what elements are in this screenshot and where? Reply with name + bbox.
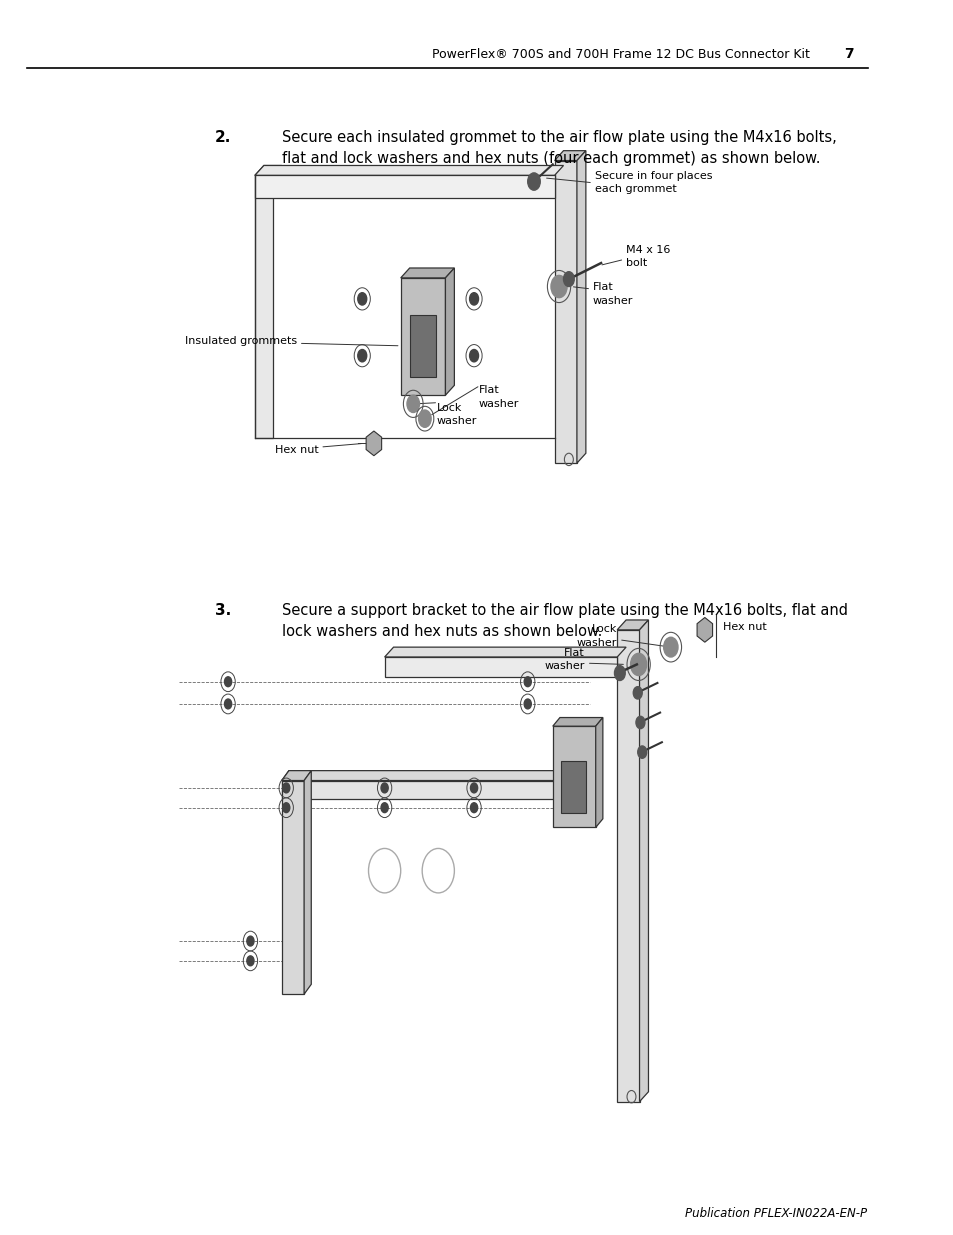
- Text: Hex nut: Hex nut: [274, 445, 318, 454]
- Circle shape: [663, 637, 678, 657]
- Polygon shape: [617, 630, 639, 1102]
- Circle shape: [637, 746, 646, 758]
- Circle shape: [357, 293, 366, 305]
- Circle shape: [630, 653, 646, 676]
- Text: Flat
washer: Flat washer: [544, 648, 584, 671]
- Circle shape: [470, 783, 477, 793]
- Circle shape: [247, 956, 253, 966]
- Text: Lock
washer: Lock washer: [577, 625, 617, 647]
- Polygon shape: [254, 165, 281, 175]
- Circle shape: [563, 272, 574, 287]
- Polygon shape: [552, 718, 602, 726]
- Circle shape: [357, 350, 366, 362]
- Circle shape: [224, 699, 232, 709]
- Polygon shape: [445, 268, 454, 395]
- Polygon shape: [554, 161, 577, 463]
- Text: Secure a support bracket to the air flow plate using the M4x16 bolts, flat and
l: Secure a support bracket to the air flow…: [281, 603, 847, 638]
- Text: Secure each insulated grommet to the air flow plate using the M4x16 bolts,
flat : Secure each insulated grommet to the air…: [281, 130, 836, 165]
- Polygon shape: [254, 165, 563, 175]
- Polygon shape: [400, 278, 445, 395]
- Circle shape: [614, 666, 624, 680]
- Circle shape: [636, 716, 644, 729]
- Polygon shape: [281, 771, 597, 781]
- Circle shape: [633, 687, 641, 699]
- Polygon shape: [281, 781, 590, 799]
- Polygon shape: [617, 620, 648, 630]
- Polygon shape: [554, 151, 585, 161]
- Polygon shape: [254, 175, 554, 198]
- Text: Publication PFLEX-IN022A-EN-P: Publication PFLEX-IN022A-EN-P: [685, 1207, 866, 1220]
- Circle shape: [380, 803, 388, 813]
- Circle shape: [523, 677, 531, 687]
- Circle shape: [470, 803, 477, 813]
- Text: Flat
washer: Flat washer: [593, 283, 633, 305]
- Polygon shape: [577, 151, 585, 463]
- Text: Secure in four places
each grommet: Secure in four places each grommet: [594, 172, 712, 194]
- Polygon shape: [595, 718, 602, 827]
- Circle shape: [469, 293, 478, 305]
- Bar: [560, 761, 585, 813]
- Polygon shape: [384, 657, 617, 677]
- Circle shape: [224, 677, 232, 687]
- Text: PowerFlex® 700S and 700H Frame 12 DC Bus Connector Kit: PowerFlex® 700S and 700H Frame 12 DC Bus…: [431, 47, 809, 61]
- Polygon shape: [281, 771, 311, 781]
- Circle shape: [523, 699, 531, 709]
- Text: 2.: 2.: [214, 130, 231, 144]
- Polygon shape: [366, 431, 381, 456]
- Circle shape: [380, 783, 388, 793]
- Text: Flat
washer: Flat washer: [478, 385, 518, 409]
- Polygon shape: [697, 618, 712, 642]
- Polygon shape: [400, 268, 454, 278]
- Polygon shape: [639, 620, 648, 1102]
- Text: Lock
washer: Lock washer: [436, 403, 476, 426]
- Polygon shape: [281, 781, 304, 994]
- Circle shape: [282, 783, 290, 793]
- Circle shape: [469, 350, 478, 362]
- Circle shape: [282, 803, 290, 813]
- Text: M4 x 16
bolt: M4 x 16 bolt: [625, 246, 670, 268]
- Circle shape: [247, 936, 253, 946]
- Circle shape: [551, 275, 566, 298]
- Circle shape: [527, 173, 539, 190]
- Text: 7: 7: [843, 47, 853, 61]
- Text: Insulated grommets: Insulated grommets: [185, 336, 296, 346]
- Polygon shape: [304, 771, 311, 994]
- Polygon shape: [384, 647, 625, 657]
- Text: 3.: 3.: [214, 603, 231, 618]
- Bar: [409, 315, 436, 377]
- Circle shape: [418, 410, 431, 427]
- Circle shape: [407, 395, 419, 412]
- Text: Hex nut: Hex nut: [722, 622, 765, 632]
- Polygon shape: [254, 175, 273, 438]
- Polygon shape: [552, 726, 595, 827]
